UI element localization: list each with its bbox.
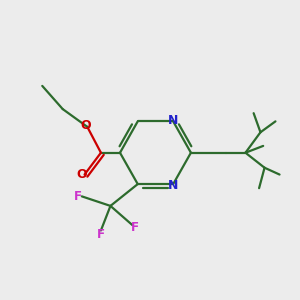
Text: F: F: [97, 228, 105, 241]
Text: O: O: [81, 119, 91, 132]
Text: O: O: [76, 168, 87, 181]
Text: N: N: [168, 179, 178, 192]
Text: F: F: [131, 221, 139, 234]
Text: N: N: [168, 113, 178, 127]
Text: F: F: [74, 190, 82, 203]
